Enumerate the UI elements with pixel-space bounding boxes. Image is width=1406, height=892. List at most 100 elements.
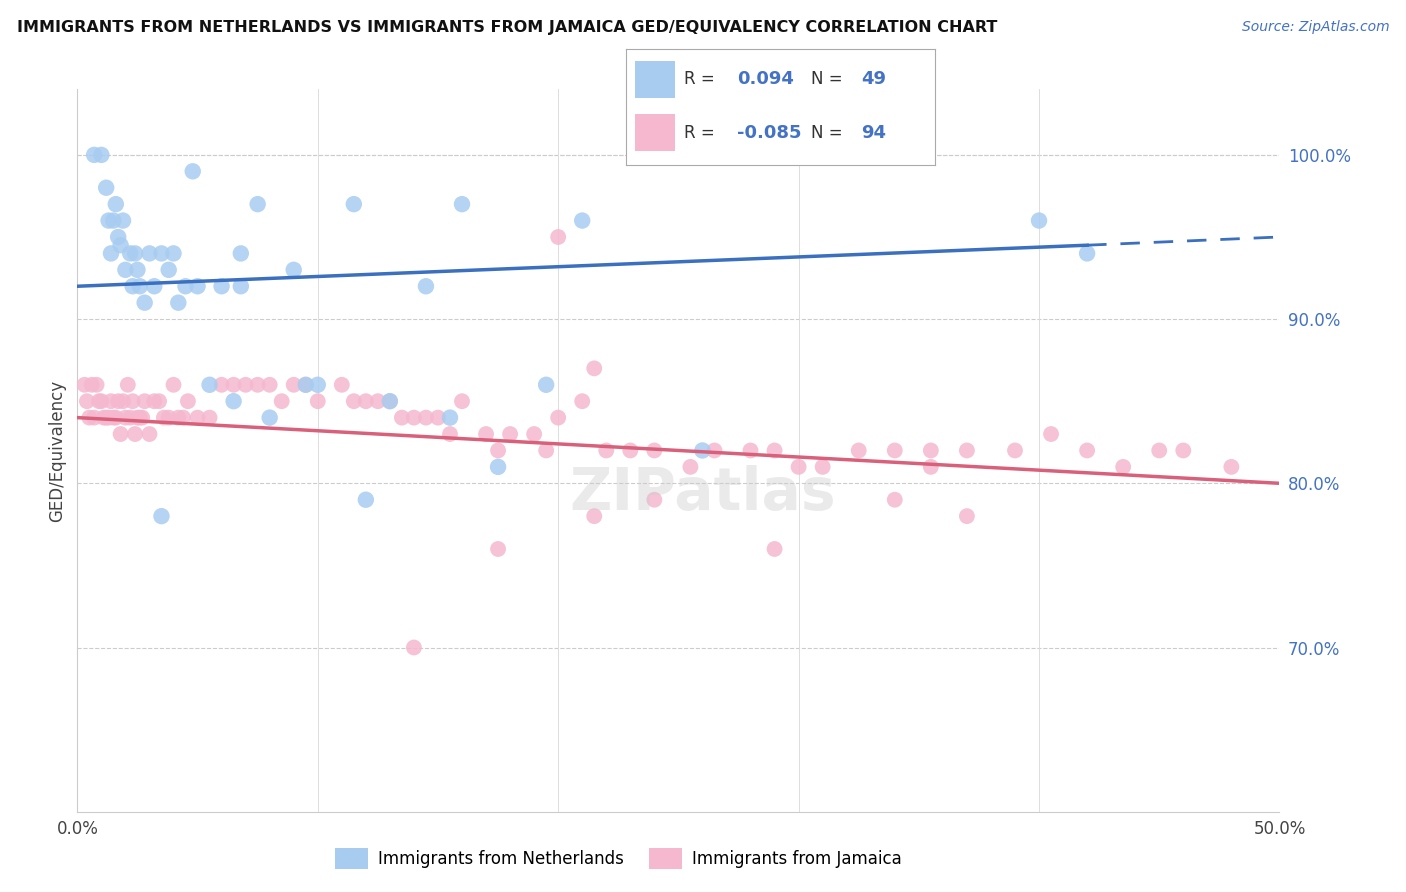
Point xyxy=(83,410,105,425)
Point xyxy=(1004,443,1026,458)
Text: IMMIGRANTS FROM NETHERLANDS VS IMMIGRANTS FROM JAMAICA GED/EQUIVALENCY CORRELATI: IMMIGRANTS FROM NETHERLANDS VS IMMIGRANT… xyxy=(17,20,997,35)
Point xyxy=(127,262,149,277)
Text: 0.094: 0.094 xyxy=(737,70,794,88)
Point xyxy=(1040,427,1063,442)
Y-axis label: GED/Equivalency: GED/Equivalency xyxy=(48,379,66,522)
Point xyxy=(97,213,120,227)
Point xyxy=(486,459,509,474)
Point xyxy=(96,180,118,194)
Point xyxy=(131,410,153,425)
Point xyxy=(110,238,132,252)
Point xyxy=(1220,459,1243,474)
Point xyxy=(90,394,112,409)
Bar xyxy=(636,61,675,98)
Point xyxy=(811,459,834,474)
Point xyxy=(367,394,389,409)
Point xyxy=(222,377,245,392)
Point xyxy=(378,394,401,409)
Point xyxy=(571,213,593,227)
Text: R =: R = xyxy=(685,124,716,142)
Point xyxy=(391,410,413,425)
Point xyxy=(235,377,257,392)
Point xyxy=(547,230,569,244)
Point xyxy=(186,279,209,293)
Text: Source: ZipAtlas.com: Source: ZipAtlas.com xyxy=(1241,20,1389,34)
Point xyxy=(1076,246,1098,260)
Point xyxy=(679,459,702,474)
Point xyxy=(354,394,377,409)
Point xyxy=(162,377,184,392)
Point xyxy=(475,427,498,442)
Point xyxy=(100,246,122,260)
Point xyxy=(378,394,401,409)
Point xyxy=(124,246,146,260)
Point xyxy=(294,377,316,392)
Point xyxy=(523,427,546,442)
Point xyxy=(1173,443,1195,458)
Point xyxy=(534,377,557,392)
Point xyxy=(343,394,366,409)
Point xyxy=(619,443,641,458)
Point xyxy=(143,394,166,409)
Point xyxy=(127,410,149,425)
Text: N =: N = xyxy=(811,70,842,88)
Point xyxy=(167,410,190,425)
Point xyxy=(307,377,329,392)
Text: N =: N = xyxy=(811,124,842,142)
Text: -0.085: -0.085 xyxy=(737,124,801,142)
Point xyxy=(229,246,252,260)
Point xyxy=(114,262,136,277)
Point xyxy=(439,410,461,425)
Point xyxy=(211,279,233,293)
Point xyxy=(121,394,143,409)
Point xyxy=(76,394,98,409)
Point xyxy=(138,246,160,260)
Point xyxy=(177,394,200,409)
Point xyxy=(283,262,305,277)
Point xyxy=(73,377,96,392)
Point xyxy=(547,410,569,425)
Point xyxy=(222,394,245,409)
Point xyxy=(143,279,166,293)
Point xyxy=(111,213,134,227)
Point xyxy=(246,197,269,211)
Point xyxy=(153,410,176,425)
Point xyxy=(186,410,209,425)
Point xyxy=(643,443,665,458)
Point xyxy=(583,361,606,376)
Point xyxy=(415,279,437,293)
Point xyxy=(198,377,221,392)
Point xyxy=(883,443,905,458)
Point xyxy=(110,427,132,442)
Text: R =: R = xyxy=(685,70,716,88)
Point xyxy=(97,410,120,425)
Point xyxy=(583,509,606,524)
Point xyxy=(162,246,184,260)
Point xyxy=(120,246,142,260)
Point xyxy=(920,443,942,458)
Point xyxy=(259,377,281,392)
Point xyxy=(107,230,129,244)
Point xyxy=(134,295,156,310)
Point xyxy=(1028,213,1050,227)
Point xyxy=(157,410,180,425)
Point xyxy=(246,377,269,392)
Point xyxy=(499,427,522,442)
Point xyxy=(128,410,150,425)
Point xyxy=(150,509,173,524)
Point xyxy=(920,459,942,474)
Point xyxy=(415,410,437,425)
Point xyxy=(294,377,316,392)
Point xyxy=(439,427,461,442)
Point xyxy=(124,427,146,442)
Point xyxy=(848,443,870,458)
Point xyxy=(138,427,160,442)
Point xyxy=(167,295,190,310)
Point xyxy=(83,148,105,162)
Point xyxy=(643,492,665,507)
Point xyxy=(181,164,204,178)
Point xyxy=(107,394,129,409)
Point xyxy=(692,443,714,458)
Point xyxy=(104,197,127,211)
Point xyxy=(307,394,329,409)
